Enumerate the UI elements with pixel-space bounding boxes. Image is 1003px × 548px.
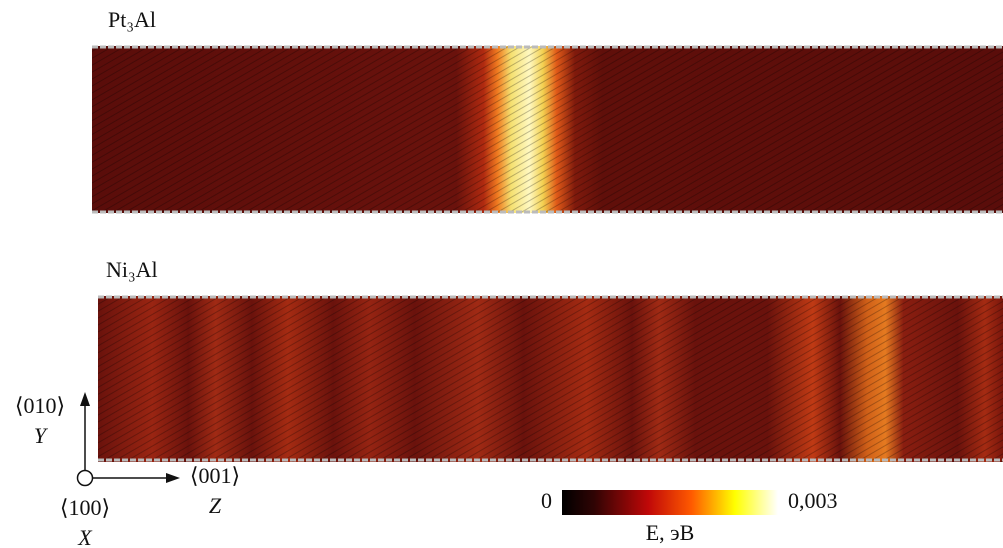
axis-name: X	[77, 525, 93, 548]
axes-triad	[76, 392, 180, 487]
axis-direction: ⟨001⟩	[190, 463, 240, 488]
axis-name: Y	[34, 423, 49, 448]
panel-label: Pt₃Al	[108, 7, 156, 32]
atom-texture	[92, 46, 1003, 213]
arrow-head	[166, 473, 180, 483]
axis-name: Z	[209, 493, 222, 518]
axis-direction: ⟨010⟩	[15, 393, 65, 418]
axis-origin	[76, 469, 94, 487]
axis-direction: ⟨100⟩	[60, 495, 110, 520]
arrow-head	[80, 392, 90, 406]
panel-label: Ni₃Al	[106, 257, 158, 282]
colorbar-min: 0	[541, 488, 552, 513]
colorbar-max: 0,003	[788, 488, 838, 513]
colorbar-label: E, эВ	[646, 520, 695, 545]
atom-texture	[98, 296, 1003, 462]
colorbar	[562, 490, 778, 515]
